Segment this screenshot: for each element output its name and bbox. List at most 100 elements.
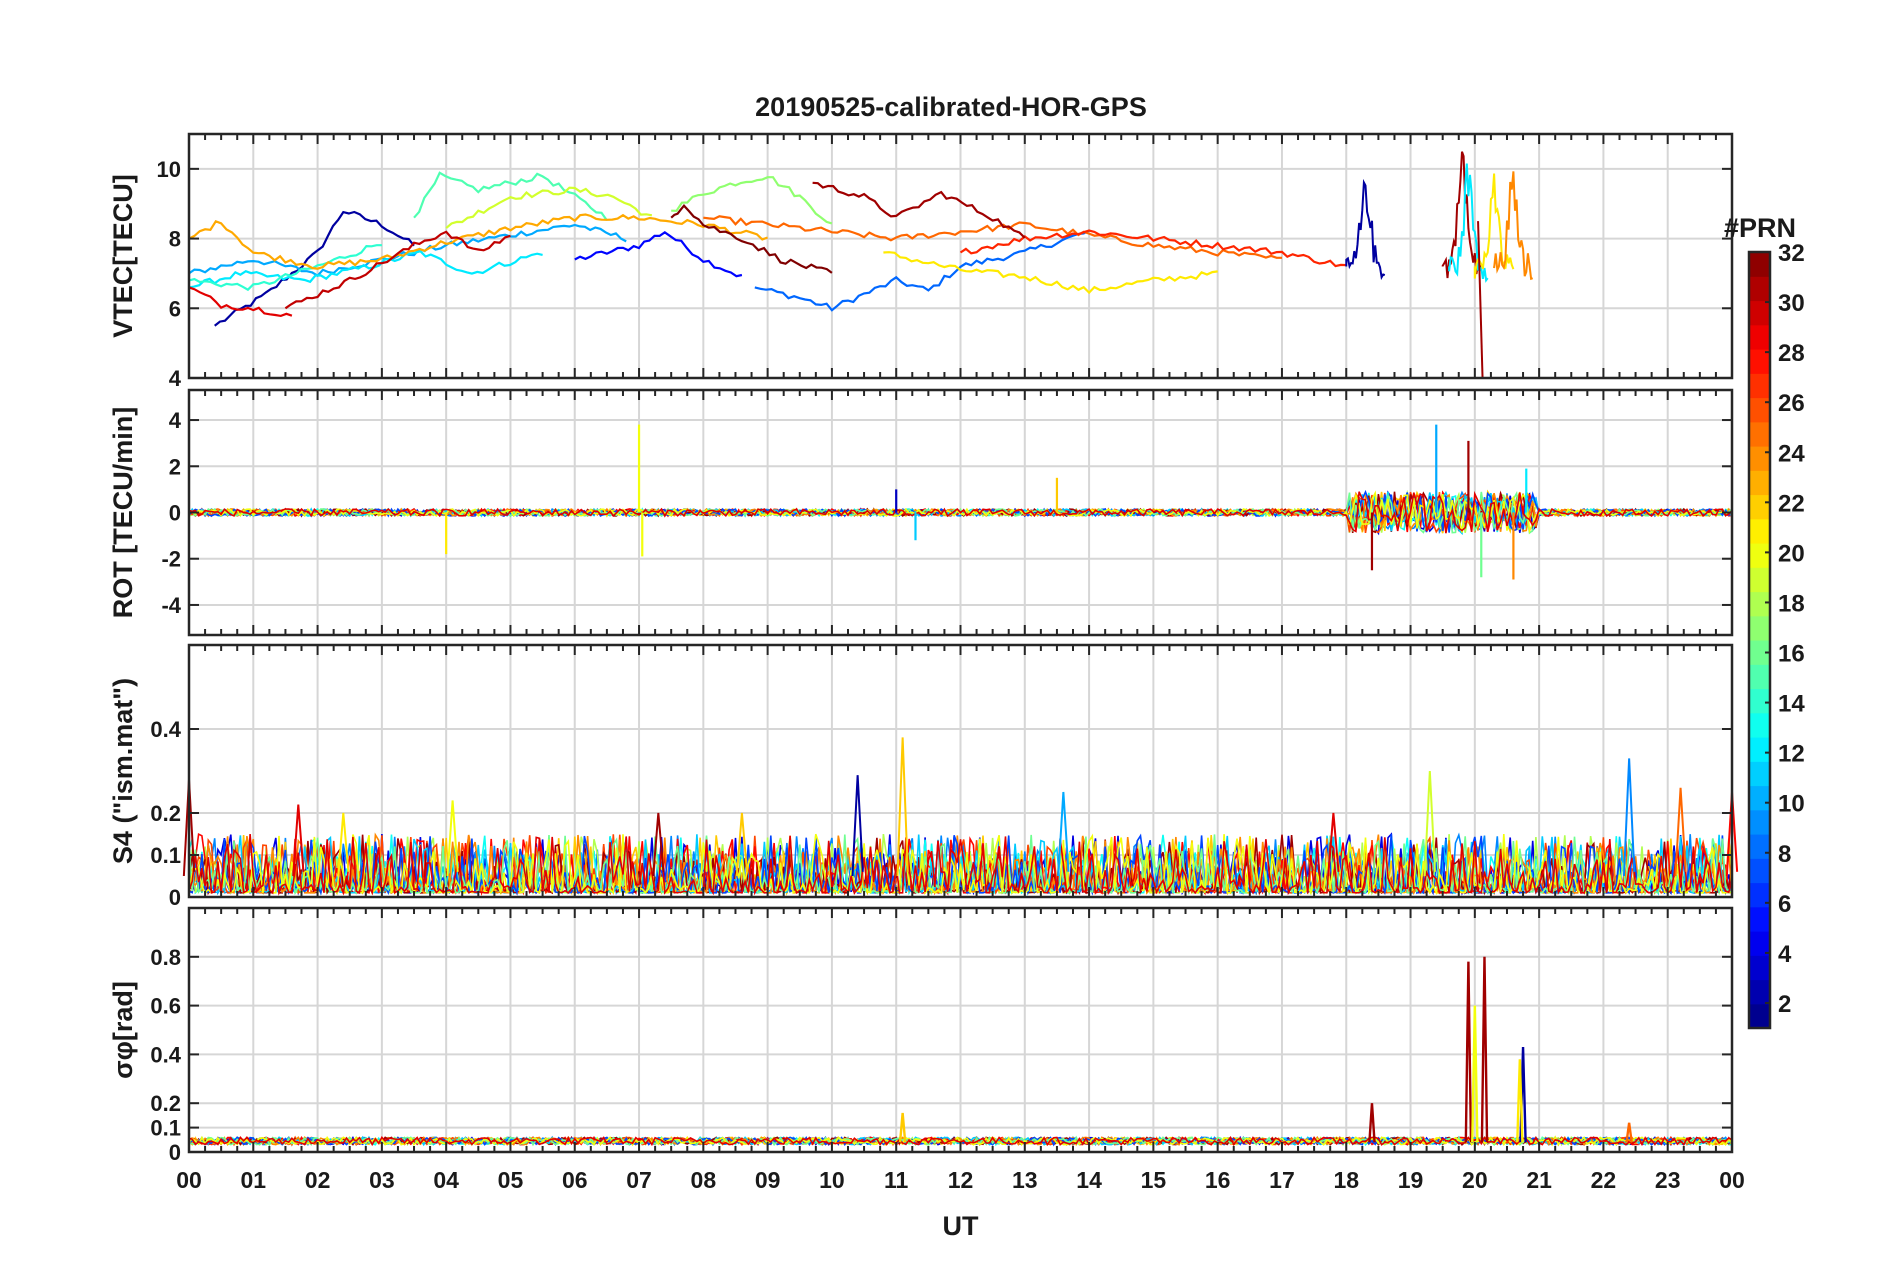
series-line-prn-29: [188, 286, 293, 318]
series-group: [188, 424, 1733, 580]
y-tick-label: 4: [169, 408, 182, 433]
y-tick-label: 0.4: [150, 1042, 181, 1067]
colorbar-segment: [1749, 858, 1770, 884]
series-line-prn-12: [188, 249, 543, 289]
series-line-prn-21: [883, 251, 1218, 295]
y-tick-label: -2: [161, 547, 181, 572]
sigma-peak: [1471, 1005, 1479, 1143]
y-tick-label: 0.1: [150, 1116, 181, 1141]
y-tick-label: 8: [169, 227, 181, 252]
s4-peak: [652, 812, 665, 877]
x-ticks: [188, 134, 1733, 378]
colorbar-segment: [1749, 1003, 1770, 1029]
colorbar-segment: [1749, 834, 1770, 859]
series-group: [182, 737, 1739, 896]
y-axis-label: ROT [TECU/min]: [108, 407, 138, 618]
x-tick-label: 05: [498, 1167, 524, 1193]
colorbar-segment: [1749, 494, 1770, 520]
x-tick-label: 15: [1141, 1167, 1167, 1193]
x-axis-label: UT: [943, 1211, 979, 1241]
s4-peak: [446, 800, 459, 877]
colorbar-tick-label: 24: [1778, 440, 1805, 467]
series-line-prn-14: [188, 244, 382, 292]
sigma-peak: [1625, 1122, 1633, 1143]
s4-peak: [1057, 791, 1070, 877]
x-tick-label: 12: [948, 1167, 974, 1193]
colorbar-tick-label: 10: [1778, 791, 1805, 818]
x-tick-label: 16: [1205, 1167, 1231, 1193]
colorbar-tick-label: 4: [1778, 941, 1792, 968]
panel-vtec: 4 6 8 10 VTEC[TECU]: [108, 132, 1734, 391]
series-line-prn-25: [703, 215, 1282, 259]
y-axis-label: VTEC[TECU]: [108, 174, 138, 338]
colorbar-segment: [1749, 785, 1770, 811]
series-line-prn-23: [188, 213, 768, 270]
y-tick-label: 4: [169, 366, 182, 391]
x-ticks: [188, 645, 1733, 897]
y-tick-label: 0.6: [150, 994, 181, 1019]
colorbar-tick-label: 30: [1778, 290, 1805, 317]
x-ticks: [188, 908, 1733, 1152]
y-tick-label: -4: [161, 593, 181, 618]
x-tick-label: 00: [176, 1167, 202, 1193]
y-tick-label: 0: [169, 501, 181, 526]
colorbar-segment: [1749, 640, 1770, 665]
colorbar-segment: [1749, 397, 1770, 423]
colorbar-segment: [1749, 446, 1770, 471]
series-line-prn-8: [754, 229, 1090, 312]
colorbar-segment: [1749, 518, 1770, 544]
storm-dip-line: [1477, 221, 1484, 379]
colorbar-segment: [1749, 906, 1770, 932]
y-tick-label: 0.1: [150, 843, 181, 868]
colorbar-segment: [1749, 955, 1770, 981]
s4-peak: [1423, 770, 1436, 877]
storm-line-prn-2: [1345, 178, 1386, 281]
colorbar-tick-label: 22: [1778, 490, 1805, 517]
s4-peak: [851, 775, 864, 877]
colorbar-tick-label: 2: [1778, 991, 1791, 1018]
colorbar-segment: [1749, 543, 1770, 568]
colorbar-segment: [1749, 615, 1770, 641]
colorbar-segment: [1749, 300, 1770, 326]
series-line-prn-30: [284, 230, 511, 310]
storm-line-prn-31: [1441, 151, 1483, 279]
s4-peak: [735, 812, 749, 877]
x-ticks: [188, 390, 1733, 635]
colorbar-segment: [1749, 252, 1770, 277]
series-line-prn-2: [214, 210, 415, 327]
series-line-prn-26: [188, 834, 1733, 896]
storm-line-prn-24: [1493, 171, 1534, 281]
x-tick-label: 03: [369, 1167, 395, 1193]
x-tick-label: 21: [1526, 1167, 1552, 1193]
colorbar-tick-label: 14: [1778, 691, 1805, 718]
x-tick-label: 04: [433, 1167, 459, 1193]
colorbar-segment: [1749, 712, 1770, 738]
colorbar-segment: [1749, 324, 1770, 350]
colorbar-tick-label: 26: [1778, 390, 1805, 417]
x-tick-label: 13: [1012, 1167, 1038, 1193]
colorbar-segment: [1749, 882, 1770, 908]
y-tick-label: 0: [169, 1140, 181, 1165]
y-tick-label: 0.2: [150, 801, 181, 826]
colorbar-segment: [1749, 761, 1770, 787]
colorbar-tick-label: 18: [1778, 590, 1805, 617]
x-tick-label: 20: [1462, 1167, 1488, 1193]
grid-lines: [189, 908, 1732, 1152]
x-tick-label: 01: [240, 1167, 266, 1193]
storm-line-prn-12: [1448, 163, 1489, 283]
x-tick-label: 07: [626, 1167, 652, 1193]
y-tick-label: 2: [169, 454, 181, 479]
x-tick-label: 22: [1591, 1167, 1617, 1193]
colorbar-tick-label: 20: [1778, 540, 1805, 567]
y-axis-label: S4 ("ism.mat"): [108, 678, 138, 864]
x-tick-label: 14: [1076, 1167, 1102, 1193]
x-tick-label: 19: [1398, 1167, 1424, 1193]
s4-peak: [1327, 812, 1340, 877]
x-tick-label: 17: [1269, 1167, 1295, 1193]
s4-peak: [292, 804, 305, 877]
colorbar-segment: [1749, 664, 1770, 690]
series-line-prn-29: [188, 490, 1733, 534]
series-line-prn-15: [413, 171, 608, 222]
sigma-peak: [898, 1112, 907, 1143]
